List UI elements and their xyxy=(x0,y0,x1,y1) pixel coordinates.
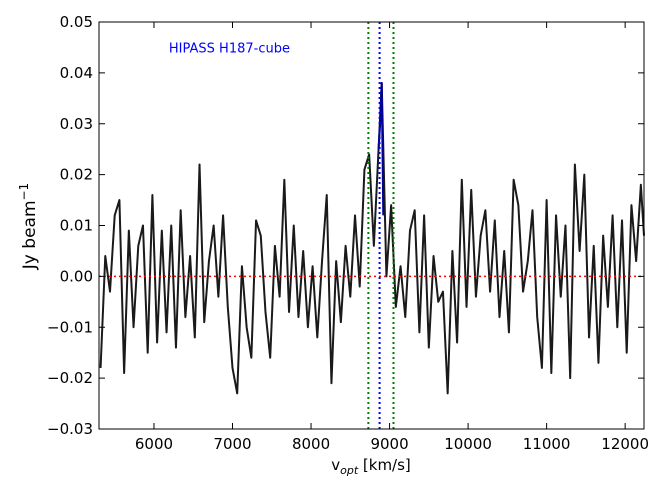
spectrum-line xyxy=(99,82,645,395)
spectrum-line xyxy=(377,82,385,216)
y-label-sup: −1 xyxy=(17,183,31,201)
y-tick-label: 0.02 xyxy=(60,166,93,184)
x-tick-label: 6000 xyxy=(135,435,173,453)
y-tick-label: 0.00 xyxy=(60,267,93,285)
x-axis-label: vopt [km/s] xyxy=(331,456,411,477)
y-label-main: Jy beam xyxy=(20,200,40,270)
x-tick-label: 11000 xyxy=(523,435,571,453)
x-tick-label: 9000 xyxy=(370,435,408,453)
x-tick-label: 12000 xyxy=(601,435,649,453)
y-tick-label: −0.01 xyxy=(47,318,93,336)
y-axis-label: Jy beam−1 xyxy=(17,183,40,270)
x-tick-label: 8000 xyxy=(292,435,330,453)
x-tick-label: 10000 xyxy=(444,435,492,453)
x-label-rest: [km/s] xyxy=(358,456,411,474)
plot-area xyxy=(99,22,645,429)
y-tick-label: −0.03 xyxy=(47,420,93,438)
y-tick-label: −0.02 xyxy=(47,369,93,387)
x-tick-label: 7000 xyxy=(213,435,251,453)
x-label-sub: opt xyxy=(340,464,359,477)
x-label-main: v xyxy=(331,456,340,474)
y-tick-label: 0.01 xyxy=(60,217,93,235)
y-tick-label: 0.04 xyxy=(60,64,93,82)
y-tick-label: 0.03 xyxy=(60,115,93,133)
annotation: HIPASS H187-cube xyxy=(169,41,290,56)
y-tick-label: 0.05 xyxy=(60,13,93,31)
